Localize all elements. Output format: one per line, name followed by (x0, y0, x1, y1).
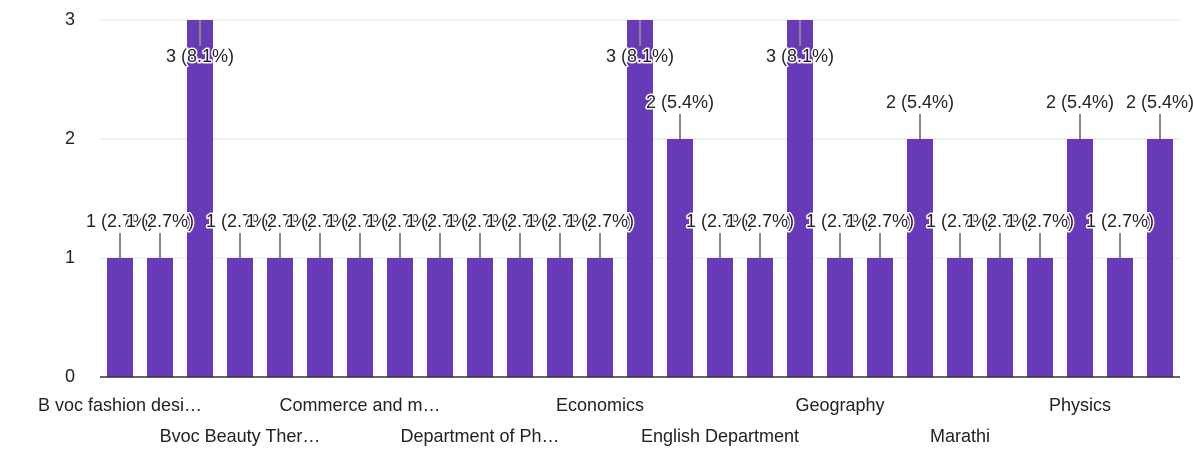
data-label: 3 (8.1%) (166, 46, 234, 66)
bar (707, 258, 733, 377)
data-label: 1 (2.7%) (286, 211, 354, 231)
bar (107, 258, 133, 377)
data-label: 1 (2.7%) (86, 211, 154, 231)
data-label: 1 (2.7%) (686, 211, 754, 231)
bar (827, 258, 853, 377)
data-label: 1 (2.7%) (526, 211, 594, 231)
data-label: 2 (5.4%) (886, 92, 954, 112)
bar (147, 258, 173, 377)
bar (1147, 139, 1173, 377)
data-label: 3 (8.1%) (606, 46, 674, 66)
bar (787, 20, 813, 377)
data-label: 1 (2.7%) (406, 211, 474, 231)
data-label: 1 (2.7%) (206, 211, 274, 231)
data-label: 1 (2.7%) (246, 211, 314, 231)
bar (547, 258, 573, 377)
bar (307, 258, 333, 377)
data-label: 1 (2.7%) (966, 211, 1034, 231)
bar (1107, 258, 1133, 377)
data-label: 1 (2.7%) (326, 211, 394, 231)
x-tick-label: Marathi (930, 426, 990, 446)
data-label: 1 (2.7%) (726, 211, 794, 231)
x-tick-label: Physics (1049, 395, 1111, 415)
data-label: 1 (2.7%) (1086, 211, 1154, 231)
bar (227, 258, 253, 377)
data-label: 1 (2.7%) (366, 211, 434, 231)
bar (587, 258, 613, 377)
data-label: 1 (2.7%) (1006, 211, 1074, 231)
data-label: 1 (2.7%) (926, 211, 994, 231)
bar (507, 258, 533, 377)
bar (267, 258, 293, 377)
y-tick-label: 3 (65, 9, 75, 29)
data-label: 1 (2.7%) (846, 211, 914, 231)
data-label: 1 (2.7%) (566, 211, 634, 231)
x-tick-label: Bvoc Beauty Ther… (160, 426, 321, 446)
y-tick-label: 0 (65, 366, 75, 386)
y-tick-label: 2 (65, 128, 75, 148)
x-tick-label: B voc fashion desi… (38, 395, 202, 415)
bar (387, 258, 413, 377)
bar (1027, 258, 1053, 377)
bar (907, 139, 933, 377)
data-label: 2 (5.4%) (1046, 92, 1114, 112)
data-label: 2 (5.4%) (1126, 92, 1193, 112)
data-label: 1 (2.7%) (126, 211, 194, 231)
bar (987, 258, 1013, 377)
data-label: 1 (2.7%) (486, 211, 554, 231)
bar (467, 258, 493, 377)
bar (347, 258, 373, 377)
bar (667, 139, 693, 377)
x-tick-label: Geography (795, 395, 884, 415)
bar (747, 258, 773, 377)
bar (187, 20, 213, 377)
data-label: 1 (2.7%) (806, 211, 874, 231)
bar (947, 258, 973, 377)
bar (1067, 139, 1093, 377)
y-tick-label: 1 (65, 247, 75, 267)
data-label: 3 (8.1%) (766, 46, 834, 66)
x-tick-label: Commerce and m… (279, 395, 440, 415)
bar (627, 20, 653, 377)
data-label: 1 (2.7%) (446, 211, 514, 231)
data-label: 2 (5.4%) (646, 92, 714, 112)
x-tick-label: Economics (556, 395, 644, 415)
bar (427, 258, 453, 377)
x-tick-label: English Department (641, 426, 799, 446)
bar (867, 258, 893, 377)
x-tick-label: Department of Ph… (400, 426, 559, 446)
